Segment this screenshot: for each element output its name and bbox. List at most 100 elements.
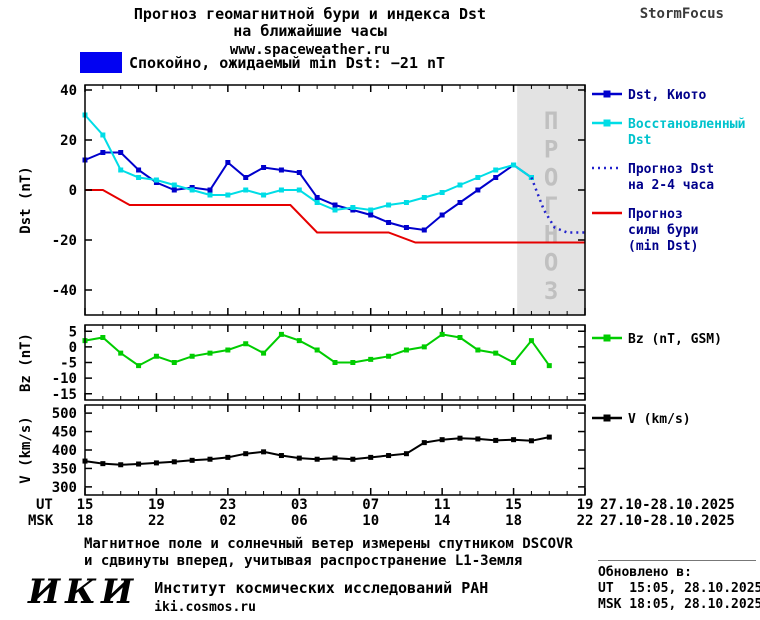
marker-v: [243, 451, 249, 457]
marker-bz: [189, 353, 195, 359]
iki-text: Институт космических исследований РАН ik…: [154, 574, 488, 615]
marker-bz: [296, 338, 302, 344]
updated-label: Обновлено в:: [598, 565, 692, 580]
y-tick-label: 5: [69, 324, 77, 340]
legend-label-restored-dst: Dst: [628, 133, 651, 148]
marker-v: [493, 437, 499, 443]
msk-tick-label: 22: [148, 513, 165, 529]
marker-dst-kyoto: [100, 150, 106, 155]
marker-dst-kyoto: [403, 225, 409, 230]
marker-v: [314, 456, 320, 462]
marker-bz: [368, 356, 374, 362]
marker-restored-dst: [439, 190, 445, 195]
marker-v: [511, 437, 517, 443]
marker-dst-kyoto: [136, 167, 142, 173]
msk-tick-label: 02: [219, 513, 236, 529]
marker-bz: [475, 347, 481, 353]
ut-tick-label: 19: [148, 497, 165, 513]
brand-stormfocus: StormFocus: [639, 6, 724, 22]
marker-restored-dst: [278, 187, 284, 193]
marker-dst-kyoto: [207, 187, 213, 193]
marker-dst-kyoto: [296, 170, 302, 175]
y-tick-label: 400: [52, 443, 77, 459]
legend-label-bz: Bz (nT, GSM): [628, 332, 722, 347]
updated-msk: MSK 18:05, 28.10.2025: [598, 597, 760, 612]
forecast-region: [517, 85, 585, 315]
ut-tick-label: 11: [434, 497, 451, 513]
y-tick-label: 20: [60, 133, 77, 149]
marker-bz: [136, 363, 142, 369]
forecast-label-char: О: [544, 164, 558, 192]
page-title: Прогноз геомагнитной бури и индекса Dst: [133, 5, 487, 23]
marker-restored-dst: [100, 132, 106, 138]
data-source-note: Магнитное поле и солнечный ветер измерен…: [84, 536, 573, 570]
y-axis-label-v: V (km/s): [18, 416, 34, 483]
marker-bz: [457, 335, 463, 340]
spaceweather-site-link: www.spaceweather.ru: [229, 42, 391, 58]
legend-marker-square-v: [603, 414, 611, 422]
series-dst-kyoto: [84, 151, 532, 232]
ut-tick-label: 15: [505, 497, 522, 513]
legend-label-storm-forecast: (min Dst): [628, 239, 698, 254]
marker-restored-dst: [332, 207, 338, 213]
marker-dst-kyoto: [386, 220, 392, 225]
marker-restored-dst: [243, 187, 249, 193]
forecast-label-char: П: [544, 107, 558, 135]
marker-v: [171, 459, 177, 465]
msk-date-range: 27.10-28.10.2025: [600, 513, 735, 529]
legend-label-dst-kyoto: Dst, Киото: [628, 88, 706, 103]
marker-v: [368, 454, 374, 460]
ut-tick-label: 19: [577, 497, 594, 513]
marker-v: [457, 435, 463, 441]
marker-bz: [207, 350, 213, 356]
msk-tick-label: 06: [291, 513, 308, 529]
ut-tick-label: 23: [219, 497, 236, 513]
marker-v: [528, 438, 534, 444]
note-line2: и сдвинуты вперед, учитывая распростране…: [84, 553, 523, 569]
marker-restored-dst: [136, 175, 142, 180]
marker-bz: [100, 335, 106, 340]
ut-tick-label: 15: [77, 497, 94, 513]
marker-restored-dst: [386, 202, 392, 208]
y-tick-label: 450: [52, 425, 77, 441]
marker-bz: [386, 353, 392, 359]
marker-restored-dst: [296, 187, 302, 193]
msk-tick-label: 14: [434, 513, 451, 529]
iki-logo: ИКИ: [28, 572, 139, 612]
marker-restored-dst: [475, 175, 481, 180]
marker-v: [421, 440, 427, 446]
msk-tick-label: 18: [505, 513, 522, 529]
marker-bz: [528, 338, 534, 344]
marker-v: [261, 449, 267, 455]
marker-dst-kyoto: [368, 212, 374, 218]
iki-site-link: iki.cosmos.ru: [154, 600, 256, 615]
marker-restored-dst: [511, 162, 517, 168]
marker-restored-dst: [350, 205, 356, 210]
institute-name: Институт космических исследований РАН: [154, 579, 489, 597]
msk-tick-label: 22: [577, 513, 594, 529]
marker-bz: [403, 347, 409, 353]
series-restored-dst: [84, 114, 532, 212]
y-axis-label-dst: Dst (nT): [18, 166, 34, 233]
marker-v: [439, 437, 445, 443]
marker-bz: [118, 350, 124, 356]
forecast-label-char: Г: [544, 192, 558, 220]
y-tick-label: -20: [52, 233, 77, 249]
marker-restored-dst: [189, 187, 195, 193]
y-tick-label: -15: [52, 387, 77, 403]
marker-restored-dst: [171, 182, 177, 188]
marker-v: [189, 457, 195, 463]
marker-v: [475, 436, 481, 442]
marker-v: [332, 455, 338, 461]
marker-bz: [278, 331, 284, 337]
forecast-label-char: О: [544, 249, 558, 277]
marker-restored-dst: [118, 167, 124, 173]
marker-v: [403, 451, 409, 457]
marker-dst-kyoto: [314, 195, 320, 200]
status-label: Спокойно, ожидаемый min Dst: −21 nT: [129, 53, 446, 72]
marker-bz: [332, 360, 338, 365]
legend-label-dst-forecast: Прогноз Dst: [628, 162, 714, 177]
y-tick-label: 350: [52, 461, 77, 477]
legend-marker-square-dst-kyoto: [603, 90, 611, 98]
